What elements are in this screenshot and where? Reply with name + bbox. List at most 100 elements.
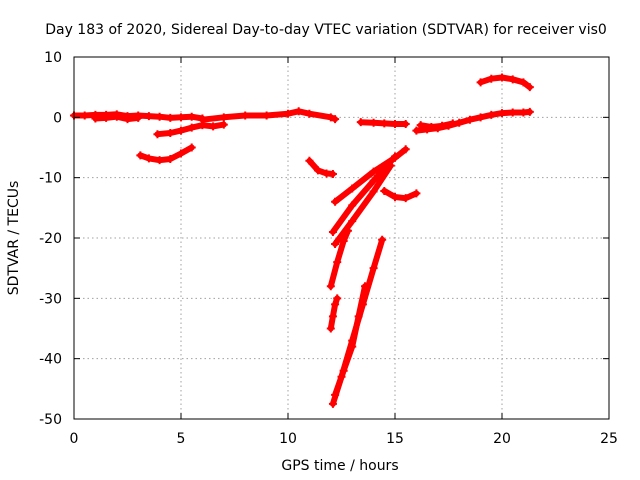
data-point	[416, 121, 425, 130]
data-point	[331, 240, 340, 249]
data-point	[166, 154, 175, 163]
data-point	[448, 119, 457, 128]
data-point	[391, 119, 399, 128]
data-point	[498, 73, 506, 82]
data-point	[401, 145, 410, 154]
data-series-7	[329, 153, 398, 235]
data-point	[348, 217, 357, 226]
data-point	[369, 176, 378, 185]
y-axis-label: SDTVAR / TECUs	[6, 181, 22, 296]
data-point	[328, 399, 337, 408]
x-axis-label: GPS time / hours	[281, 458, 398, 474]
data-point	[198, 115, 207, 124]
data-point	[498, 109, 506, 118]
x-tick-label: 20	[493, 431, 511, 447]
data-point	[328, 170, 337, 179]
data-point	[356, 118, 365, 127]
data-point	[333, 258, 342, 267]
data-point	[177, 126, 185, 135]
data-point	[391, 192, 399, 201]
data-point	[136, 151, 145, 160]
data-point	[166, 129, 175, 138]
data-point	[369, 118, 378, 127]
data-point	[465, 115, 474, 124]
data-point	[262, 111, 271, 120]
data-point	[102, 113, 111, 122]
data-point	[339, 237, 348, 246]
data-point	[177, 113, 185, 122]
data-point	[343, 226, 352, 235]
data-point	[328, 312, 337, 321]
data-point	[476, 78, 485, 87]
data-point	[305, 156, 314, 165]
data-point	[412, 189, 421, 198]
data-point	[153, 130, 162, 139]
data-point	[508, 108, 517, 117]
data-point	[354, 312, 363, 321]
data-point	[166, 113, 175, 122]
data-point	[380, 186, 389, 195]
x-tick-label: 5	[177, 431, 186, 447]
chart-title: Day 183 of 2020, Sidereal Day-to-day VTE…	[45, 22, 607, 38]
data-point	[525, 83, 534, 92]
data-point	[80, 111, 89, 120]
data-point	[348, 184, 357, 193]
data-point	[348, 342, 357, 351]
y-tick-label: -10	[39, 171, 62, 187]
y-tick-label: 0	[53, 110, 62, 126]
x-tick-label: 25	[600, 431, 618, 447]
data-point	[333, 294, 342, 303]
data-point	[326, 324, 335, 333]
data-point	[369, 167, 378, 176]
data-point	[328, 227, 337, 236]
data-point	[331, 390, 340, 399]
data-point	[386, 161, 395, 170]
data-series-8	[332, 162, 394, 247]
data-point	[427, 122, 436, 131]
y-tick-label: -50	[39, 412, 62, 428]
data-point	[305, 109, 314, 118]
data-point	[313, 166, 322, 175]
data-point	[209, 122, 218, 131]
data-point	[401, 194, 410, 203]
x-tick-label: 0	[70, 431, 79, 447]
data-point	[241, 111, 250, 120]
x-tick-label: 10	[279, 431, 297, 447]
data-point	[294, 107, 303, 116]
data-point	[380, 119, 389, 128]
data-series	[70, 73, 534, 408]
data-point	[144, 154, 153, 163]
data-point	[369, 264, 378, 273]
data-point	[91, 114, 100, 123]
data-series-9	[327, 227, 351, 290]
data-point	[331, 115, 340, 124]
data-point	[508, 75, 517, 84]
data-point	[438, 121, 447, 130]
data-point	[155, 156, 164, 165]
data-series-14	[381, 187, 420, 202]
y-tick-label: -30	[39, 291, 62, 307]
data-series-16	[417, 120, 456, 130]
data-point	[326, 282, 335, 291]
data-point	[348, 201, 357, 210]
data-point	[219, 113, 228, 122]
data-point	[525, 107, 534, 116]
data-point	[155, 112, 164, 121]
data-point	[339, 366, 348, 375]
data-point	[187, 123, 196, 132]
data-series-10	[327, 295, 341, 332]
data-point	[378, 235, 387, 244]
data-point	[519, 78, 528, 87]
grid-lines	[74, 57, 609, 419]
x-tick-label: 15	[386, 431, 404, 447]
data-series-5	[306, 157, 336, 177]
data-point	[487, 74, 496, 83]
data-point	[331, 300, 340, 309]
data-point	[361, 282, 370, 291]
data-point	[487, 110, 496, 119]
data-point	[112, 112, 121, 121]
axis-ticks: 0 5 10 15 20 25 10 0 -10 -20 -30 -40 -50	[39, 50, 618, 447]
y-tick-label: -40	[39, 352, 62, 368]
data-point	[177, 149, 185, 158]
data-point	[144, 112, 153, 121]
